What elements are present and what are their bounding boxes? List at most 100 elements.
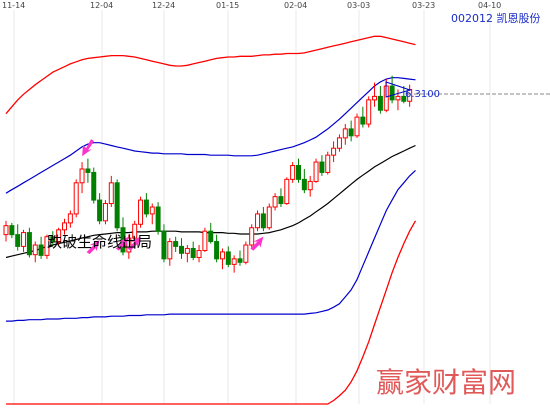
candle-body (149, 206, 155, 215)
candle (319, 155, 325, 176)
candle-body (143, 199, 149, 215)
stock-title: 002012 凯恩股份 (451, 12, 541, 25)
candle (114, 179, 120, 232)
candle (132, 220, 138, 242)
candle (272, 193, 278, 211)
candle-body (214, 241, 220, 260)
candle-body (202, 230, 208, 252)
inner-upper-band (5, 77, 416, 194)
candle-body (184, 247, 190, 254)
x-tick-label: 12-24 (152, 1, 175, 10)
candle (296, 158, 301, 183)
candle-body (260, 213, 266, 229)
candle-body (26, 232, 32, 256)
candle (56, 227, 62, 246)
candle (366, 96, 372, 128)
candle-body (377, 95, 383, 111)
candle-body (296, 165, 301, 180)
candle (3, 220, 9, 242)
candle (348, 120, 354, 142)
candle (44, 234, 50, 259)
candle (62, 218, 67, 235)
candle (249, 224, 255, 249)
candle-body (249, 227, 255, 246)
candle-body (342, 128, 348, 139)
candle-body (190, 247, 196, 258)
candle-body (231, 258, 237, 265)
candle-body (354, 116, 360, 137)
candle-body (301, 178, 307, 191)
candle-body (325, 154, 331, 173)
candle (395, 89, 401, 111)
candle (167, 238, 173, 266)
candle (73, 179, 79, 218)
candle (208, 222, 214, 244)
candle-body (336, 137, 342, 149)
candle-body (401, 95, 407, 102)
candle (91, 167, 97, 204)
band-lines (5, 35, 417, 405)
candle (196, 245, 202, 263)
inner-lower-band (6, 169, 416, 322)
candle (219, 248, 225, 270)
candle (260, 207, 266, 232)
candle (179, 238, 184, 259)
candle (97, 193, 103, 225)
gridlines (13, 10, 491, 404)
candle-body (91, 171, 97, 201)
candle-body (114, 182, 120, 229)
candle-body (389, 85, 395, 101)
candle (21, 229, 27, 252)
arrow-marker (115, 236, 129, 251)
candle-body (313, 161, 319, 182)
candle (231, 255, 237, 273)
arrow-marker (86, 240, 100, 255)
outer-upper-band (5, 35, 416, 115)
candle-body (331, 147, 337, 156)
candle-body (196, 250, 202, 258)
candle-body (3, 225, 9, 236)
candle-body (243, 244, 249, 263)
candle (161, 224, 167, 263)
candle-body (307, 180, 313, 191)
candle-body (179, 245, 184, 254)
candle (138, 196, 144, 228)
candle-body (56, 229, 62, 243)
candle-body (132, 223, 138, 239)
candle (9, 222, 15, 239)
candle-body (38, 244, 44, 256)
candle-body (126, 237, 132, 253)
arrow-markers (82, 139, 264, 255)
candle-body (173, 241, 179, 247)
candle-body (138, 199, 144, 225)
candle (173, 236, 179, 252)
x-tick-label: 02-04 (284, 1, 307, 10)
candle-body (73, 182, 79, 215)
outer-lower-band (6, 220, 417, 405)
candle-body (278, 196, 284, 205)
candle-body (272, 196, 278, 208)
candle-body (21, 232, 27, 247)
candle-body (62, 222, 67, 231)
watermark: 赢家财富网 (376, 366, 516, 399)
candle-body (319, 161, 325, 173)
candle-body (32, 244, 38, 256)
candle (79, 162, 85, 194)
candle (85, 158, 91, 183)
candle-body (284, 178, 290, 205)
candle-body (161, 230, 167, 260)
price-flag (385, 81, 412, 98)
candle-body (219, 251, 225, 260)
last-price-label: 6.3100 (405, 89, 440, 100)
candle-body (255, 213, 261, 229)
candle-body (102, 203, 108, 222)
candle (155, 202, 161, 235)
candle (290, 162, 296, 183)
candle-body (290, 165, 296, 180)
candle-body (225, 251, 231, 265)
candle (377, 86, 383, 114)
candle (389, 75, 395, 104)
candle-body (108, 182, 114, 205)
annotation-label: 跌破生命线出局 (47, 233, 152, 251)
